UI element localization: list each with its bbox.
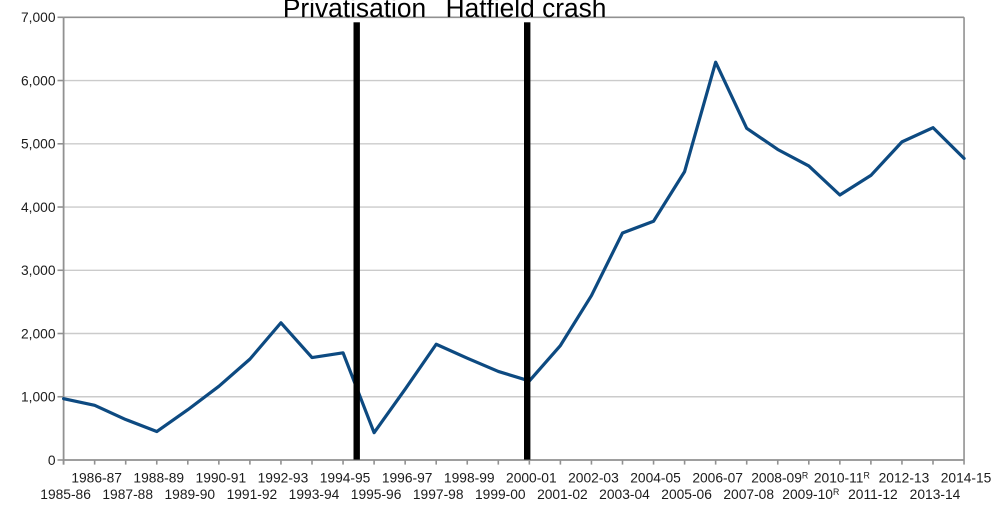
svg-text:1998-99: 1998-99 [444,471,495,486]
svg-text:1991-92: 1991-92 [227,487,278,502]
svg-text:1993-94: 1993-94 [289,487,340,502]
svg-text:1988-89: 1988-89 [133,471,184,486]
svg-text:1985-86: 1985-86 [40,487,91,502]
svg-text:1994-95: 1994-95 [320,471,371,486]
svg-text:1996-97: 1996-97 [382,471,433,486]
svg-text:2000-01: 2000-01 [506,471,557,486]
svg-text:2005-06: 2005-06 [661,487,712,502]
svg-text:1990-91: 1990-91 [196,471,247,486]
svg-text:2008-09R: 2008-09R [751,470,808,485]
svg-text:1987-88: 1987-88 [102,487,153,502]
svg-text:2010-11R: 2010-11R [814,470,870,485]
svg-text:2006-07: 2006-07 [692,471,743,486]
svg-text:1997-98: 1997-98 [413,487,464,502]
svg-text:2009-10R: 2009-10R [782,487,839,502]
svg-text:1999-00: 1999-00 [475,487,526,502]
svg-text:2004-05: 2004-05 [630,471,681,486]
svg-text:1,000: 1,000 [21,390,56,405]
svg-text:2002-03: 2002-03 [568,471,619,486]
svg-text:2011-12: 2011-12 [848,487,898,502]
svg-text:4,000: 4,000 [21,200,56,215]
svg-text:7,000: 7,000 [21,10,56,25]
svg-text:1986-87: 1986-87 [71,471,122,486]
svg-text:Privatisation: Privatisation [283,0,426,23]
svg-text:2007-08: 2007-08 [723,487,774,502]
svg-text:2001-02: 2001-02 [537,487,588,502]
svg-text:2013-14: 2013-14 [910,487,961,502]
svg-text:1989-90: 1989-90 [164,487,215,502]
svg-text:1995-96: 1995-96 [351,487,402,502]
svg-text:0: 0 [48,453,56,468]
svg-text:6,000: 6,000 [21,73,56,88]
svg-text:3,000: 3,000 [21,263,56,278]
svg-text:2,000: 2,000 [21,326,56,341]
svg-text:5,000: 5,000 [21,137,56,152]
svg-text:Hatfield crash: Hatfield crash [446,0,607,23]
svg-text:2012-13: 2012-13 [879,471,930,486]
svg-text:2003-04: 2003-04 [599,487,650,502]
svg-text:1992-93: 1992-93 [258,471,309,486]
svg-text:2014-15: 2014-15 [941,471,992,486]
